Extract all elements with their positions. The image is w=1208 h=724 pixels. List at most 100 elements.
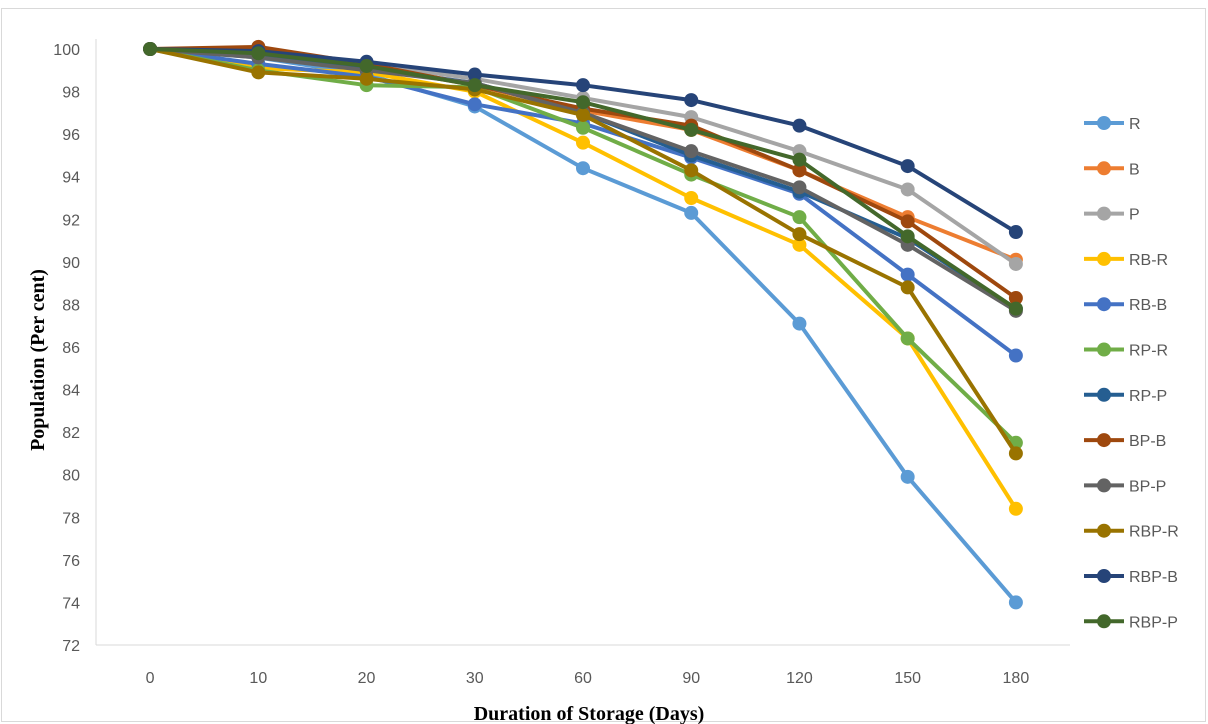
legend-swatch-marker: [1097, 161, 1111, 176]
y-tick-label: 90: [62, 255, 80, 272]
data-point: [576, 78, 590, 93]
legend-label: BP-P: [1129, 478, 1166, 495]
data-point: [792, 227, 807, 242]
x-axis-title: Duration of Storage (Days): [474, 703, 705, 724]
x-tick-label: 60: [574, 670, 592, 687]
legend-item: RBP-R: [1084, 523, 1179, 541]
y-tick-label: 84: [62, 383, 80, 400]
x-tick-label: 90: [682, 670, 700, 687]
data-point: [900, 229, 915, 244]
data-point: [576, 107, 590, 122]
legend-item: RBP-B: [1084, 569, 1178, 586]
data-point: [684, 191, 699, 205]
x-tick-label: 180: [1003, 670, 1030, 687]
data-point: [684, 163, 699, 178]
legend-swatch-marker: [1097, 387, 1111, 402]
data-point: [1008, 446, 1023, 461]
data-point: [684, 144, 699, 159]
legend-swatch-marker: [1097, 478, 1111, 493]
data-point: [1008, 301, 1023, 316]
data-point: [684, 205, 699, 220]
legend-item: RBP-P: [1084, 614, 1178, 631]
y-tick-labels: 72 74 76 78 80 82 84 86 88 90 92 94 96 98 100: [53, 42, 80, 655]
legend-item: P: [1084, 206, 1140, 224]
legend-item: RB-B: [1084, 297, 1167, 314]
axes: [95, 39, 1070, 646]
series-rbp-p: [143, 42, 1023, 316]
data-point: [900, 469, 915, 484]
data-point: [792, 210, 807, 225]
data-point: [359, 71, 374, 86]
y-tick-label: 100: [53, 42, 80, 59]
legend-swatch-marker: [1097, 342, 1111, 357]
x-tick-label: 20: [358, 670, 376, 687]
y-tick-label: 76: [62, 553, 80, 570]
legend-label: BP-B: [1129, 433, 1166, 450]
data-point: [1008, 291, 1023, 306]
legend-label: RBP-R: [1129, 524, 1179, 541]
plot-area: [143, 39, 1023, 610]
legend-label: P: [1129, 207, 1140, 224]
data-point: [792, 152, 807, 167]
data-point: [1008, 501, 1023, 516]
legend-swatch-marker: [1097, 251, 1111, 266]
data-point: [900, 267, 915, 282]
legend-label: B: [1129, 161, 1140, 178]
x-tick-label: 30: [466, 670, 484, 687]
data-point: [1008, 256, 1023, 271]
data-point: [900, 331, 915, 346]
x-tick-labels: 0 10 20 30 60 90 120 150 180: [146, 670, 1030, 687]
legend-item: BP-B: [1084, 433, 1166, 450]
legend-swatch-marker: [1097, 297, 1111, 312]
legend-swatch-marker: [1097, 523, 1111, 538]
x-tick-label: 150: [894, 670, 921, 687]
data-point: [359, 59, 374, 74]
legend-label: RB-R: [1129, 252, 1168, 269]
y-tick-label: 92: [62, 212, 80, 229]
data-point: [576, 95, 590, 110]
legend-item: RB-R: [1084, 251, 1168, 269]
data-point: [900, 214, 915, 229]
data-point: [900, 159, 915, 174]
data-point: [684, 93, 699, 108]
legend-item: BP-P: [1084, 478, 1166, 495]
legend-label: R: [1129, 116, 1141, 133]
x-tick-label: 120: [786, 670, 813, 687]
legend-swatch-marker: [1097, 614, 1111, 629]
y-axis-title: Population (Per cent): [27, 269, 49, 451]
legend-swatch-marker: [1097, 433, 1111, 448]
data-point: [792, 237, 807, 252]
y-tick-label: 88: [62, 297, 80, 314]
data-point: [900, 182, 915, 197]
data-point: [576, 135, 590, 150]
y-tick-label: 74: [62, 595, 80, 612]
y-tick-label: 86: [62, 340, 80, 357]
data-point: [251, 46, 266, 61]
legend-item: R: [1084, 116, 1141, 133]
legend-item: RP-P: [1084, 387, 1167, 405]
y-tick-label: 80: [62, 468, 80, 485]
data-point: [792, 180, 807, 195]
y-tick-label: 98: [62, 85, 80, 102]
data-point: [576, 120, 590, 135]
x-tick-label: 10: [249, 670, 267, 687]
legend-label: RP-P: [1129, 388, 1167, 405]
legend-swatch-marker: [1097, 569, 1111, 583]
y-tick-label: 78: [62, 510, 80, 527]
legend-label: RBP-B: [1129, 569, 1178, 586]
legend-swatch-marker: [1097, 116, 1111, 130]
data-point: [1008, 225, 1023, 240]
legend-item: B: [1084, 161, 1140, 178]
legend-label: RB-B: [1129, 297, 1167, 314]
data-point: [1008, 595, 1023, 610]
data-point: [684, 122, 699, 137]
data-point: [792, 163, 807, 178]
legend-label: RBP-P: [1129, 614, 1178, 631]
data-point: [467, 67, 482, 82]
legend-swatch-marker: [1097, 206, 1111, 221]
y-tick-label: 82: [62, 425, 80, 442]
data-point: [251, 65, 266, 80]
data-point: [792, 316, 807, 331]
data-point: [792, 118, 807, 133]
